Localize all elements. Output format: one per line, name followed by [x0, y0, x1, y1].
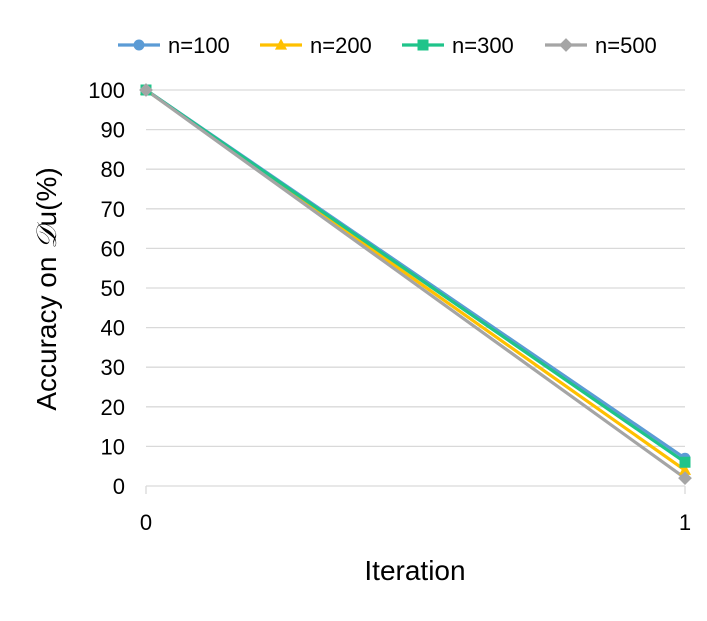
y-tick-label-80: 80	[101, 157, 125, 182]
data-point-n-200-1	[678, 463, 692, 475]
series-lines	[139, 83, 692, 485]
data-point-n-500-0	[139, 83, 153, 97]
y-axis-title-prefix: Accuracy on	[31, 249, 62, 411]
data-point-n-300-1	[679, 456, 691, 468]
axes: 0 10 20 30 40 50 60 70 80 90 100 0 1	[88, 78, 691, 535]
legend: n=100 n=200 n=300 n=500	[118, 33, 657, 58]
legend-marker-n-200	[274, 38, 288, 50]
legend-label-n-300: n=300	[452, 33, 514, 58]
data-point-n-500-1	[678, 471, 692, 485]
legend-label-n-500: n=500	[595, 33, 657, 58]
x-tick-label-1: 1	[679, 510, 691, 535]
y-axis-title: Accuracy on 𝒟u(%)	[30, 167, 63, 410]
series-line-n-300	[145, 88, 686, 464]
x-tick-label-0: 0	[140, 510, 152, 535]
x-axis-title: Iteration	[364, 555, 465, 586]
legend-marker-n-100	[133, 39, 145, 51]
y-tick-label-100: 100	[88, 78, 125, 103]
legend-marker-n-500	[559, 38, 573, 52]
series-line-n-500	[145, 88, 686, 480]
gridlines	[146, 89, 685, 448]
legend-marker-n-300	[417, 39, 429, 51]
legend-label-n-100: n=100	[168, 33, 230, 58]
y-axis-title-suffix: u(%)	[31, 167, 62, 226]
y-tick-label-30: 30	[101, 355, 125, 380]
y-tick-label-40: 40	[101, 316, 125, 341]
legend-label-n-200: n=200	[310, 33, 372, 58]
y-tick-label-60: 60	[101, 236, 125, 261]
y-tick-label-20: 20	[101, 395, 125, 420]
y-tick-label-10: 10	[101, 434, 125, 459]
y-tick-label-0: 0	[113, 474, 125, 499]
y-tick-label-70: 70	[101, 197, 125, 222]
y-tick-label-50: 50	[101, 276, 125, 301]
y-tick-label-90: 90	[101, 118, 125, 143]
